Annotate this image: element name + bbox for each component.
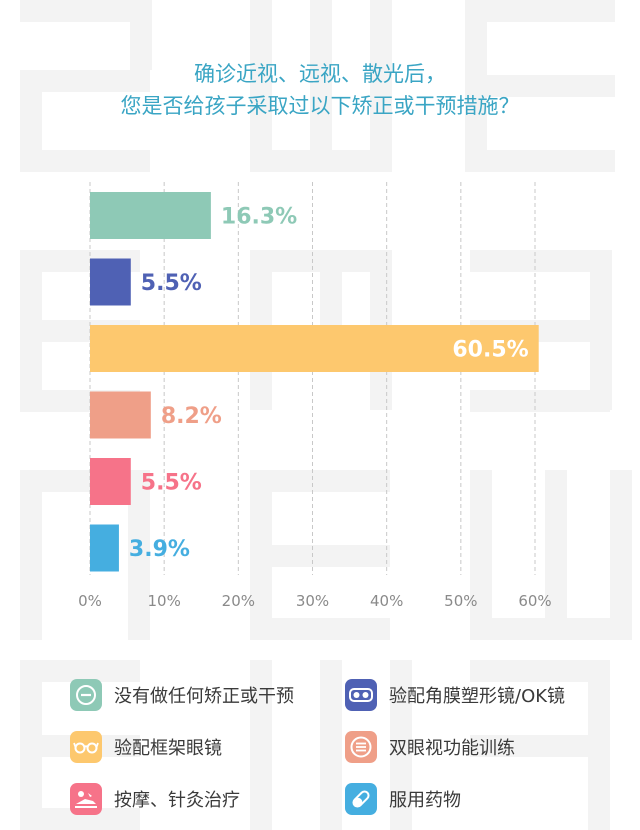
watermark-block-39 [20,808,140,830]
legend-item-glasses: 验配框架眼镜 [70,730,222,764]
watermark-block-34 [610,470,632,640]
watermark-block-21 [470,250,610,272]
bar-3 [90,391,151,439]
legend-item-ok-lens: 验配角膜塑形镜/OK镜 [345,678,565,712]
watermark-block-40 [250,660,272,830]
watermark-block-32 [470,470,492,640]
x-tick-label: 30% [296,592,329,610]
pill-icon [345,783,377,815]
x-tick-label: 0% [78,592,102,610]
watermark-block-8 [250,150,392,172]
x-tick-label: 60% [518,592,551,610]
watermark-block-6 [310,0,332,150]
bar-value-label: 60.5% [452,338,528,363]
legend-item-no-intervention: 没有做任何矫正或干预 [70,678,294,712]
watermark-block-1 [130,0,152,70]
chart-title: 确诊近视、远视、散光后， 您是否给孩子采取过以下矫正或干预措施？ [0,58,640,122]
x-tick-label: 20% [222,592,255,610]
legend-label: 验配框架眼镜 [114,738,222,759]
watermark-block-29 [250,470,390,492]
watermark-block-0 [20,0,150,22]
watermark-block-7 [370,0,392,150]
bar-value-label: 16.3% [221,205,297,230]
bar-value-label: 5.5% [141,271,202,296]
watermark-block-11 [465,75,615,97]
watermark-block-33 [545,470,567,640]
watermark-block-2 [20,70,150,92]
glasses-icon [70,731,102,763]
bar-value-label: 3.9% [129,537,190,562]
bar-value-label: 8.2% [161,404,222,429]
title-line-2: 您是否给孩子采取过以下矫正或干预措施？ [120,94,520,118]
bar-2 [90,325,539,372]
list-circle-icon [345,731,377,763]
watermark-block-25 [20,470,42,640]
bar-5 [90,524,119,572]
title-line-1: 确诊近视、远视、散光后， [194,62,446,86]
legend-item-medication: 服用药物 [345,782,461,816]
legend-label: 验配角膜塑形镜/OK镜 [389,686,566,707]
bar-0 [90,192,211,239]
watermark-block-42 [390,660,412,830]
watermark-block-43 [470,660,610,682]
legend-label: 双眼视功能训练 [389,738,515,759]
legend-label: 按摩、针灸治疗 [114,790,240,811]
ok-lens-goggles-icon [345,679,377,711]
watermark-block-24 [470,390,610,412]
watermark-block-27 [128,470,150,640]
watermark-block-41 [320,660,342,830]
bar-4 [90,458,131,505]
watermark-block-30 [250,545,390,567]
watermark-block-45 [470,735,610,757]
watermark-block-31 [250,618,390,640]
legend-label: 服用药物 [389,790,461,811]
x-tick-label: 50% [444,592,477,610]
x-tick-label: 40% [370,592,403,610]
bar-value-label: 5.5% [141,471,202,496]
legend-item-vision-training: 双眼视功能训练 [345,730,515,764]
watermark-block-36 [20,660,140,682]
watermark-block-4 [20,150,150,172]
x-tick-label: 10% [147,592,180,610]
watermark-block-5 [250,0,272,150]
bar-1 [90,258,131,306]
minus-circle-icon [70,679,102,711]
legend-item-massage: 按摩、针灸治疗 [70,782,240,816]
watermark-block-9 [465,0,615,22]
massage-icon [70,783,102,815]
watermark-block-12 [465,150,615,172]
legend-label: 没有做任何矫正或干预 [114,686,294,707]
watermark-block-3 [20,92,42,152]
watermark-block-35 [470,618,632,640]
